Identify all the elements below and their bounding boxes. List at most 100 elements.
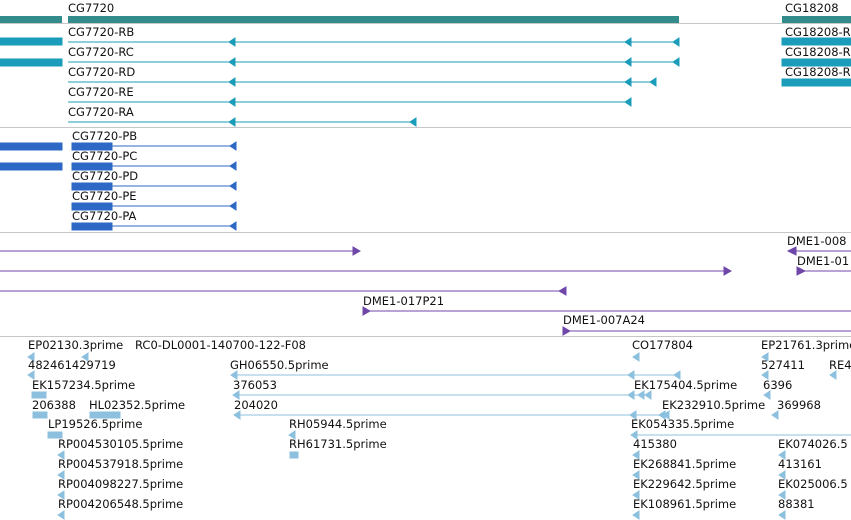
clone-glyph-dme1-017p21[interactable] xyxy=(362,306,851,316)
est-label[interactable]: RC0-DL0001-140700-122-F08 xyxy=(135,338,306,352)
est-glyph-rc0[interactable] xyxy=(81,352,89,362)
est-glyph-rp004537918[interactable] xyxy=(57,470,65,480)
transcript-label-cg7720-rd[interactable]: CG7720-RD xyxy=(68,65,136,79)
est-label[interactable]: EK157234.5prime xyxy=(32,378,136,392)
est-glyph-gh06550[interactable] xyxy=(230,370,681,380)
clone-glyph-1[interactable] xyxy=(0,246,362,256)
protein-label-cg7720-pa[interactable]: CG7720-PA xyxy=(72,209,137,223)
est-label[interactable]: EP02130.3prime xyxy=(28,338,124,352)
est-glyph-rp004206548[interactable] xyxy=(57,510,65,520)
est-label[interactable]: 88381 xyxy=(778,497,815,511)
transcript-glyph-cg7720-rd[interactable] xyxy=(68,77,657,87)
est-glyph-co177804[interactable] xyxy=(632,352,640,362)
est-label[interactable]: EK175404.5prime xyxy=(634,378,738,392)
clone-glyph-dme1-007a24[interactable] xyxy=(562,326,851,336)
est-label[interactable]: HL02352.5prime xyxy=(89,398,186,412)
est-glyph-hl02352[interactable] xyxy=(89,411,121,419)
est-label[interactable]: EK054335.5prime xyxy=(631,417,735,431)
gene-glyph-cg7720[interactable] xyxy=(68,16,679,24)
transcript-glyph-cg7720-ra[interactable] xyxy=(68,117,417,127)
est-glyph-ek074026[interactable] xyxy=(778,450,786,460)
est-glyph-88381[interactable] xyxy=(778,510,786,520)
clone-label-dme1-007a24[interactable]: DME1-007A24 xyxy=(563,313,645,327)
est-glyph-ek232910[interactable] xyxy=(662,410,670,420)
protein-glyph-cg7720-pb[interactable] xyxy=(0,141,237,151)
est-glyph-rp004098227[interactable] xyxy=(57,490,65,500)
gene-label-cg18208[interactable]: CG18208 xyxy=(785,1,839,15)
transcript-glyph-cg7720-rb[interactable] xyxy=(0,37,680,47)
est-glyph-527411[interactable] xyxy=(761,370,769,380)
clone-glyph-2[interactable] xyxy=(0,266,733,276)
clone-glyph-dme1-008[interactable] xyxy=(786,246,851,256)
est-glyph-rh61731[interactable] xyxy=(289,451,299,459)
gene-label-cg7720[interactable]: CG7720 xyxy=(68,1,115,15)
protein-glyph-cg7720-pe[interactable] xyxy=(71,201,237,211)
clone-label-dme1-017p21[interactable]: DME1-017P21 xyxy=(363,294,445,308)
gene-glyph-cg18208[interactable] xyxy=(782,16,851,24)
protein-glyph-cg7720-pd[interactable] xyxy=(71,181,237,191)
est-label[interactable]: 413161 xyxy=(778,457,822,471)
clone-label-dme1-008[interactable]: DME1-008 xyxy=(787,234,847,248)
clone-label-dme1-01[interactable]: DME1-01 xyxy=(797,254,850,268)
est-glyph-lp19526[interactable] xyxy=(47,431,63,439)
est-label[interactable]: RH05944.5prime xyxy=(289,417,387,431)
transcript-glyph-cg7720-re[interactable] xyxy=(68,97,632,107)
transcript-label-cg18208-3[interactable]: CG18208-R xyxy=(785,65,851,79)
est-label[interactable]: EK108961.5prime xyxy=(633,497,737,511)
transcript-label-cg7720-re[interactable]: CG7720-RE xyxy=(68,85,134,99)
protein-label-cg7720-pe[interactable]: CG7720-PE xyxy=(72,189,137,203)
protein-glyph-cg7720-pa[interactable] xyxy=(71,221,237,231)
transcript-glyph-cg18208-2[interactable] xyxy=(781,58,851,67)
est-glyph-369968[interactable] xyxy=(771,410,779,420)
est-label[interactable]: 6396 xyxy=(763,378,793,392)
est-glyph-rp004530105[interactable] xyxy=(57,450,65,460)
est-glyph-ep02130[interactable] xyxy=(27,352,35,362)
transcript-glyph-cg7720-rc[interactable] xyxy=(0,57,680,67)
transcript-glyph-cg18208-3[interactable] xyxy=(781,78,851,87)
est-glyph-re4[interactable] xyxy=(829,370,837,380)
est-glyph-376053[interactable] xyxy=(232,390,645,400)
est-label[interactable]: RE4 xyxy=(829,358,851,372)
transcript-label-cg18208-1[interactable]: CG18208-R xyxy=(785,25,851,39)
est-label[interactable]: RP004537918.5prime xyxy=(58,457,184,471)
est-glyph-ek025006[interactable] xyxy=(778,490,786,500)
est-glyph-206388[interactable] xyxy=(32,411,48,419)
est-glyph-ek054335[interactable] xyxy=(630,430,851,440)
protein-label-cg7720-pc[interactable]: CG7720-PC xyxy=(72,149,138,163)
est-glyph-ek229642[interactable] xyxy=(632,490,640,500)
est-glyph-482461429719[interactable] xyxy=(27,370,35,380)
est-glyph-415380[interactable] xyxy=(632,450,640,460)
est-glyph-ek268841[interactable] xyxy=(632,470,640,480)
est-label[interactable]: 482461429719 xyxy=(28,358,116,372)
est-label[interactable]: RP004206548.5prime xyxy=(58,497,184,511)
est-label[interactable]: CO177804 xyxy=(632,338,693,352)
est-label[interactable]: EK268841.5prime xyxy=(633,457,737,471)
est-glyph-ek108961[interactable] xyxy=(632,510,640,520)
est-glyph-ep21761[interactable] xyxy=(761,352,769,362)
protein-label-cg7720-pb[interactable]: CG7720-PB xyxy=(72,129,138,143)
est-label[interactable]: EP21761.3prime xyxy=(761,338,851,352)
est-glyph-6396[interactable] xyxy=(763,390,771,400)
est-label[interactable]: EK229642.5prime xyxy=(633,477,737,491)
est-label[interactable]: 527411 xyxy=(761,358,805,372)
transcript-label-cg7720-rc[interactable]: CG7720-RC xyxy=(68,45,134,59)
est-label[interactable]: RP004098227.5prime xyxy=(58,477,184,491)
protein-glyph-cg7720-pc[interactable] xyxy=(0,161,237,171)
est-label[interactable]: 369968 xyxy=(777,398,821,412)
clone-glyph-3[interactable] xyxy=(0,286,567,296)
gene-glyph-left-partial[interactable] xyxy=(0,16,62,24)
est-label[interactable]: LP19526.5prime xyxy=(48,417,143,431)
transcript-glyph-cg18208-1[interactable] xyxy=(781,37,851,46)
est-glyph-rh05944[interactable] xyxy=(288,430,296,440)
est-glyph-ek157234[interactable] xyxy=(31,391,47,399)
est-label[interactable]: EK025006.5 xyxy=(778,477,848,491)
est-label[interactable]: 204020 xyxy=(234,398,278,412)
est-glyph-ek175404[interactable] xyxy=(644,390,652,400)
est-label[interactable]: EK232910.5prime xyxy=(662,398,766,412)
protein-label-cg7720-pd[interactable]: CG7720-PD xyxy=(72,169,139,183)
est-label[interactable]: 206388 xyxy=(32,398,76,412)
est-label[interactable]: RP004530105.5prime xyxy=(58,437,184,451)
est-label[interactable]: 376053 xyxy=(233,378,277,392)
transcript-label-cg18208-2[interactable]: CG18208-R xyxy=(785,45,851,59)
est-label[interactable]: GH06550.5prime xyxy=(230,358,329,372)
